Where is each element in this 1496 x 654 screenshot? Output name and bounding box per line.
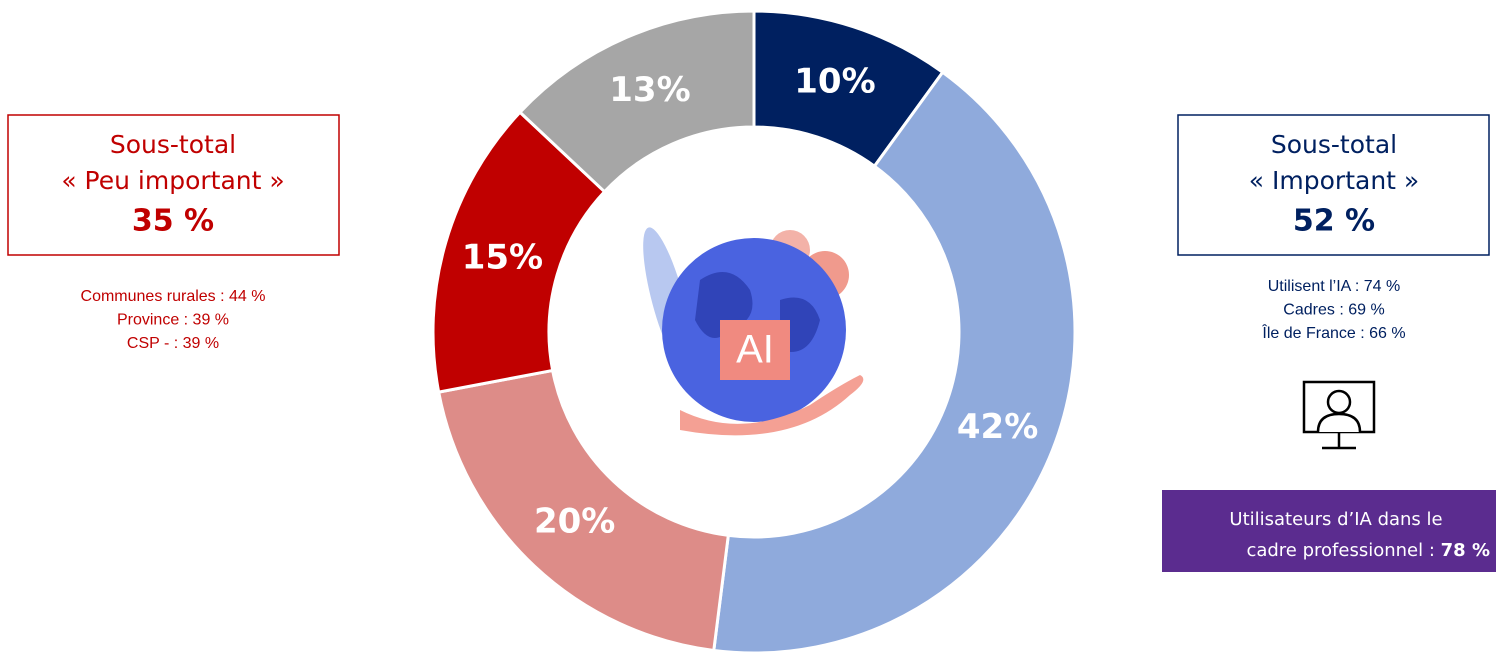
center-icon: AI: [633, 223, 863, 435]
callout-text: cadre professionnel :: [1246, 540, 1440, 561]
box-text: « Peu important »: [61, 166, 284, 195]
box-total: 52 %: [1293, 204, 1375, 239]
detail-text: Île de France : 66 %: [1261, 323, 1405, 342]
callout-text: cadre professionnel : 78 %: [1246, 540, 1490, 561]
box-total: 35 %: [132, 204, 214, 239]
detail-text: Cadres : 69 %: [1283, 302, 1384, 319]
box-text: Sous-total: [110, 130, 236, 159]
callout-highlight: 78 %: [1441, 540, 1490, 561]
slice-label: 42%: [957, 407, 1038, 447]
computer-user-icon: [1304, 382, 1374, 448]
detail-text: Province : 39 %: [117, 312, 229, 329]
callout-text: Utilisateurs d’IA dans le: [1229, 509, 1442, 530]
slice-label: 13%: [609, 70, 690, 110]
detail-text: Utilisent l’IA : 74 %: [1268, 278, 1401, 295]
detail-text: CSP - : 39 %: [127, 335, 219, 352]
box-text: Sous-total: [1271, 130, 1397, 159]
detail-text: Communes rurales : 44 %: [81, 288, 266, 305]
slice-label: 20%: [534, 501, 615, 541]
slice-label: 15%: [462, 237, 543, 277]
slice-label: 10%: [794, 61, 875, 101]
chart: AI 10% 42% 20% 15% 13% Sous-total « Peu import…: [0, 0, 1496, 654]
box-text: « Important »: [1249, 166, 1419, 195]
icon-text: AI: [736, 328, 774, 372]
page: {"chart_data": {"type": "pie", "values":…: [0, 0, 1496, 654]
